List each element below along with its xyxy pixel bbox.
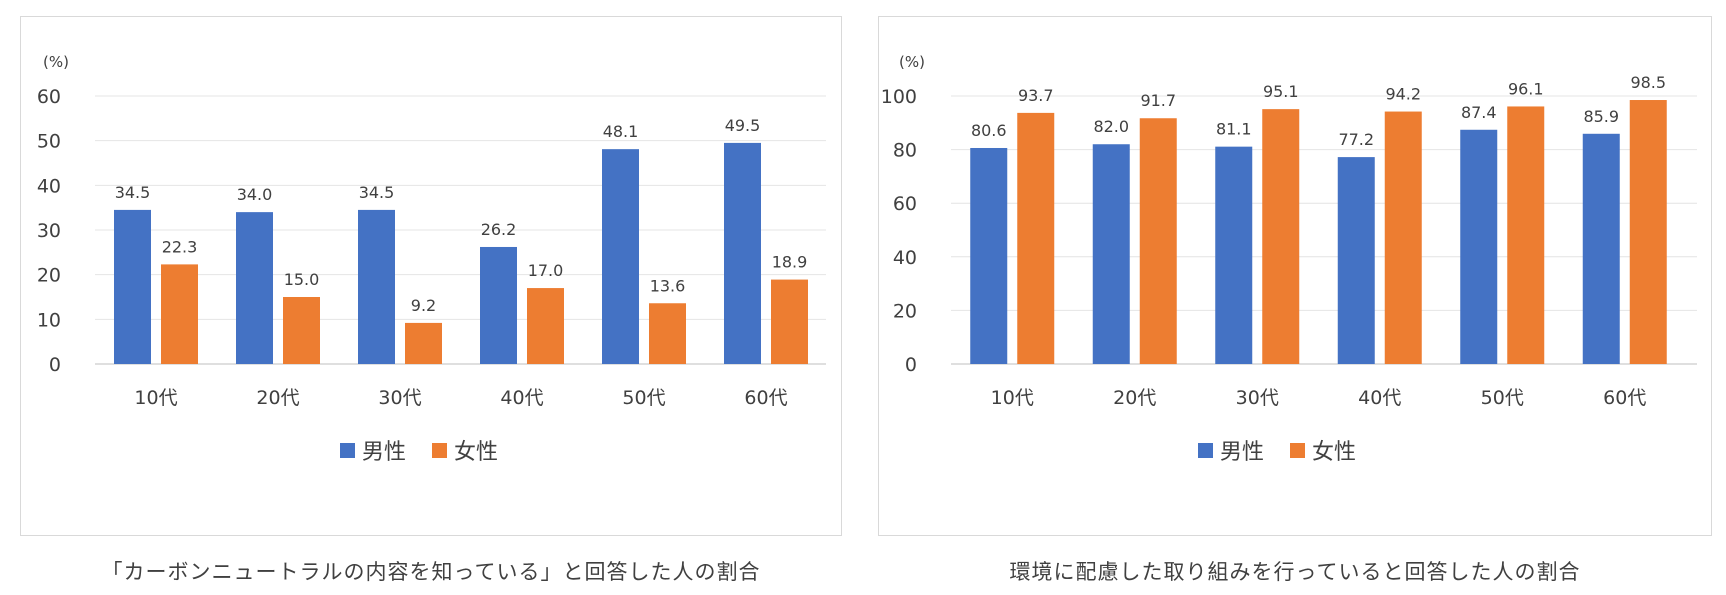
bar-data-label: 26.2 [481, 220, 517, 239]
x-category-label: 60代 [1603, 387, 1646, 409]
y-tick-label: 30 [37, 220, 61, 242]
legend-label: 女性 [1312, 440, 1356, 465]
chart-caption-left: 「カーボンニュートラルの内容を知っている」と回答した人の割合 [101, 560, 761, 584]
chart-eco-friendly-actions: 0 20 40 60 80 100 (%) 80.6 93.7 10代 82.0 91.7 20代 81.… [881, 53, 1697, 465]
x-category-label: 40代 [500, 387, 543, 409]
bar-female [527, 288, 564, 364]
bar-data-label: 13.6 [650, 276, 686, 295]
y-tick-label: 40 [893, 247, 917, 269]
bar-data-label: 80.6 [971, 121, 1007, 140]
chart-carbon-neutral-awareness: 0 10 20 30 40 50 60 (%) 34.5 22.3 10代 34.0 15.0 20代 34… [37, 53, 826, 465]
x-category-label: 50代 [1481, 387, 1524, 409]
x-category-label: 20代 [256, 387, 299, 409]
bar-data-label: 18.9 [772, 253, 808, 272]
y-tick-label: 80 [893, 140, 917, 162]
legend-swatch [432, 443, 447, 458]
bar-female [405, 322, 442, 364]
legend: 男性 女性 [1198, 440, 1356, 465]
bar-data-label: 9.2 [411, 296, 436, 315]
bar-female [1139, 118, 1177, 364]
bar-data-label: 77.2 [1338, 130, 1374, 149]
chart-panel-carbon-neutral: 0 10 20 30 40 50 60 (%) 34.5 22.3 10代 34.0 15.0 20代 34… [20, 16, 842, 536]
bar-male [1092, 144, 1130, 364]
y-axis-unit-label: (%) [43, 53, 69, 71]
legend: 男性 女性 [340, 440, 498, 465]
chart-panel-eco-actions: 0 20 40 60 80 100 (%) 80.6 93.7 10代 82.0 91.7 20代 81.… [878, 16, 1712, 536]
x-category-label: 10代 [991, 387, 1034, 409]
bar-male [970, 147, 1008, 364]
bar-female [1017, 112, 1055, 364]
x-category-label: 30代 [378, 387, 421, 409]
y-axis-unit-label: (%) [899, 53, 925, 71]
y-tick-label: 40 [37, 175, 61, 197]
x-category-label: 20代 [1113, 387, 1156, 409]
bar-female [649, 303, 686, 364]
bar-data-label: 48.1 [603, 122, 639, 141]
bar-male [1460, 129, 1498, 364]
chart-caption-right: 環境に配慮した取り組みを行っていると回答した人の割合 [1009, 560, 1581, 584]
y-tick-label: 0 [905, 354, 917, 376]
x-category-label: 50代 [622, 387, 665, 409]
y-tick-label: 60 [893, 193, 917, 215]
y-tick-label: 60 [37, 86, 61, 108]
x-category-label: 10代 [134, 387, 177, 409]
bar-female [1384, 111, 1422, 364]
bar-female [283, 297, 320, 364]
bar-female [161, 264, 198, 364]
bar-data-label: 93.7 [1018, 86, 1054, 105]
x-category-label: 60代 [744, 387, 787, 409]
bar-data-label: 91.7 [1140, 91, 1176, 110]
legend-swatch [340, 443, 355, 458]
y-tick-label: 0 [49, 354, 61, 376]
x-category-label: 40代 [1358, 387, 1401, 409]
bar-data-label: 82.0 [1093, 117, 1129, 136]
bar-data-label: 34.0 [237, 185, 273, 204]
bar-female [771, 279, 808, 364]
y-tick-label: 20 [37, 265, 61, 287]
bar-male [602, 149, 639, 364]
y-tick-label: 100 [881, 86, 917, 108]
bar-data-label: 49.5 [725, 116, 761, 135]
bar-data-label: 17.0 [528, 261, 564, 280]
bar-male [114, 209, 151, 364]
bar-male [1337, 157, 1375, 364]
bar-data-label: 94.2 [1385, 85, 1421, 104]
bar-data-label: 34.5 [115, 183, 151, 202]
bar-data-label: 87.4 [1461, 103, 1497, 122]
legend-label: 女性 [454, 440, 498, 465]
bar-female [1262, 109, 1300, 364]
y-tick-label: 10 [37, 309, 61, 331]
bar-data-label: 81.1 [1216, 120, 1252, 139]
bar-male [480, 246, 517, 364]
y-tick-label: 20 [893, 300, 917, 322]
bar-male [236, 212, 273, 364]
bar-male [1215, 146, 1253, 364]
bar-male [358, 209, 395, 364]
legend-label: 男性 [1220, 440, 1264, 465]
bar-data-label: 96.1 [1508, 79, 1544, 98]
y-tick-label: 50 [37, 131, 61, 153]
bar-male [724, 142, 761, 364]
bar-data-label: 15.0 [284, 270, 320, 289]
bar-data-label: 34.5 [359, 183, 395, 202]
bar-data-label: 85.9 [1583, 107, 1619, 126]
bar-data-label: 22.3 [162, 237, 198, 256]
bar-female [1629, 100, 1667, 365]
x-category-label: 30代 [1236, 387, 1279, 409]
legend-swatch [1290, 443, 1305, 458]
legend-swatch [1198, 443, 1213, 458]
bar-data-label: 95.1 [1263, 82, 1299, 101]
bar-male [1582, 133, 1620, 364]
legend-label: 男性 [362, 440, 406, 465]
bar-female [1507, 106, 1545, 365]
bar-data-label: 98.5 [1630, 73, 1666, 92]
